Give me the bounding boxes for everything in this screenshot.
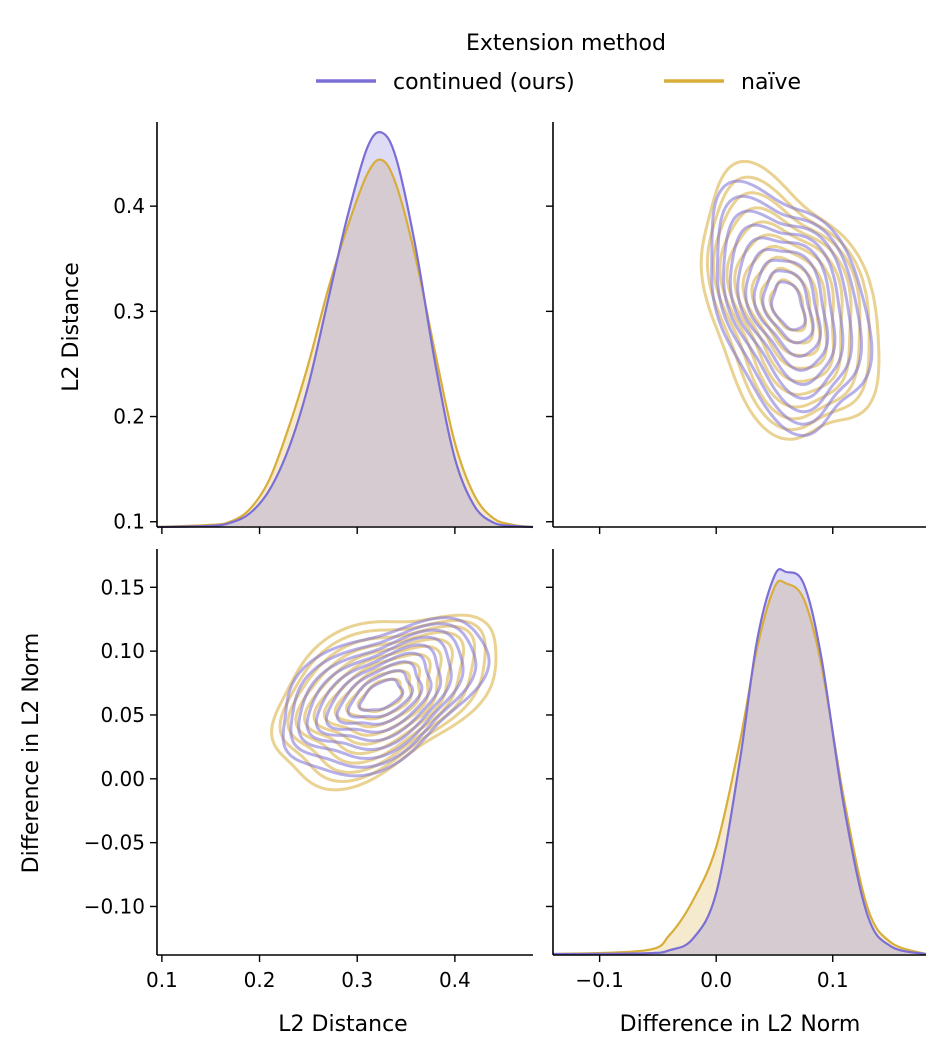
naive-contour-5: [303, 637, 454, 756]
legend: Extension method continued (ours) naïve: [316, 31, 801, 95]
kde-fill-continued: [553, 569, 926, 954]
ytick-label-bottom: 0.10: [100, 639, 145, 663]
continued-contour-3: [297, 628, 465, 760]
ytick-label-bottom: −0.05: [84, 831, 145, 855]
continued-contour-2: [289, 622, 478, 769]
ytick-label-top: 0.2: [113, 405, 145, 429]
naive-contour-6: [312, 644, 443, 746]
continued-contour-6: [324, 651, 433, 734]
continued-contour-7: [335, 660, 424, 726]
continued-contour-7: [752, 258, 823, 358]
xtick-label-right: 0.1: [817, 968, 849, 992]
continued-contour-3: [722, 209, 854, 414]
xtick-label-left: 0.1: [146, 968, 178, 992]
xtick-label-left: 0.3: [341, 968, 373, 992]
legend-label-continued: continued (ours): [393, 70, 575, 95]
continued-contour-4: [305, 635, 453, 752]
kde-fill-continued: [157, 132, 533, 528]
continued-contour-8: [346, 669, 415, 719]
naive-contour-1: [699, 159, 881, 441]
ytick-label-top: 0.4: [113, 194, 145, 218]
naive-contour-7: [322, 652, 432, 737]
ytick-label-bottom: −0.10: [84, 894, 145, 918]
x-axis-label-right: Difference in L2 Norm: [620, 1012, 861, 1037]
naive-contour-1: [270, 613, 498, 792]
continued-contour-2: [715, 194, 864, 426]
panel-bottom-left-joint-kde: [270, 613, 498, 792]
kde-line-continued: [156, 131, 534, 529]
naive-contour-4: [718, 206, 853, 409]
continued-contour-9: [357, 677, 405, 712]
continued-contour-4: [728, 223, 845, 400]
panel-bottom-right-kde: [552, 568, 927, 956]
ytick-label-top: 0.1: [113, 510, 145, 534]
xtick-label-left: 0.4: [439, 968, 471, 992]
y-axis-label-top: L2 Distance: [59, 262, 84, 391]
continued-contour-5: [736, 236, 837, 387]
legend-title: Extension method: [466, 31, 666, 56]
y-axis-label-bottom: Difference in L2 Norm: [19, 633, 44, 874]
xtick-label-left: 0.2: [244, 968, 276, 992]
kde-line-continued: [552, 568, 927, 956]
ytick-label-bottom: 0.15: [100, 575, 145, 599]
ytick-label-bottom: 0.05: [100, 703, 145, 727]
continued-contour-1: [281, 616, 491, 778]
continued-contour-9: [770, 280, 807, 332]
naive-contour-2: [278, 619, 487, 784]
xtick-label-right: 0.0: [700, 968, 732, 992]
ytick-label-top: 0.3: [113, 299, 145, 323]
kde-fill-naive: [157, 159, 533, 527]
continued-contour-1: [710, 179, 874, 438]
x-axis-label-left: L2 Distance: [278, 1012, 407, 1037]
kde-line-naive: [552, 579, 927, 956]
kde-line-naive: [156, 158, 534, 529]
xtick-label-right: −0.1: [575, 968, 624, 992]
ytick-label-bottom: 0.00: [100, 767, 145, 791]
legend-label-naive: naïve: [741, 70, 801, 95]
axes-layer: 0.1 0.2 0.3 0.4 −0.10 −0.05 0.00 0.05 0.10 0.15 0.…: [84, 122, 926, 992]
panel-top-left-kde: [156, 131, 534, 529]
continued-contour-5: [314, 643, 443, 743]
continued-contour-6: [744, 247, 830, 372]
panel-top-right-joint-kde: [699, 159, 881, 441]
naive-contour-5: [725, 220, 844, 397]
continued-contour-8: [761, 269, 815, 345]
